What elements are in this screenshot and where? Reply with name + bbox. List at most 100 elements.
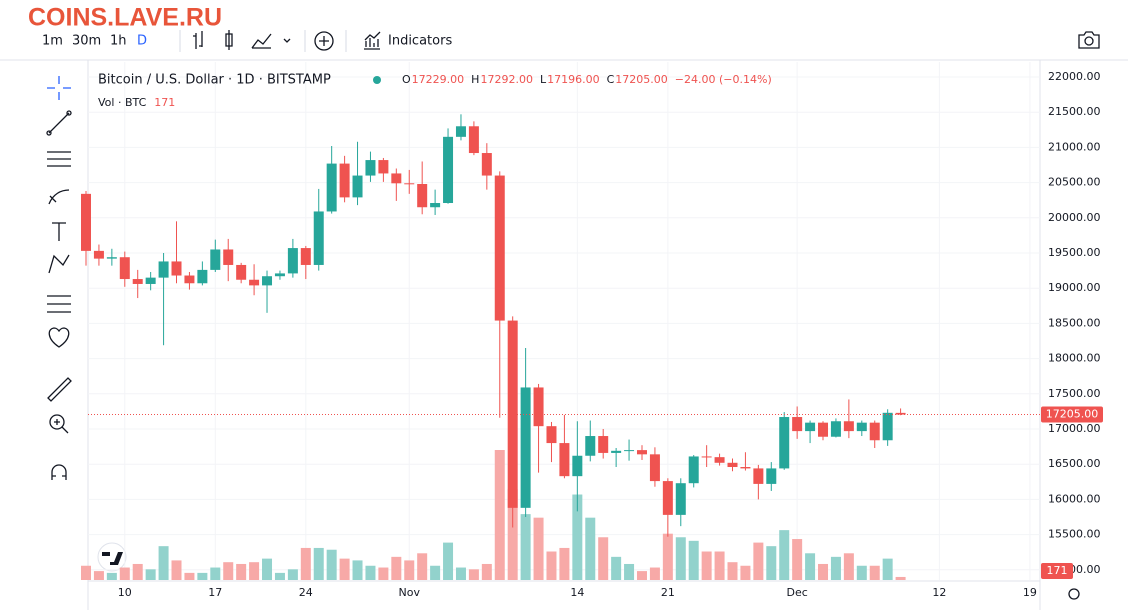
candle-body [93, 250, 104, 259]
candle-body [287, 248, 298, 274]
x-tick-label: 21 [661, 586, 675, 599]
interval[interactable]: 30m [72, 34, 101, 49]
candle-body [753, 468, 764, 484]
legend-value: 17292.00 [480, 73, 533, 86]
y-tick-label: 17000.00 [1048, 422, 1101, 435]
volume-bar [313, 547, 324, 580]
candle-body [468, 126, 479, 154]
x-tick-label: 12 [932, 586, 946, 599]
candle-body [869, 422, 880, 441]
candle-body [404, 183, 415, 185]
legend-key: H [471, 73, 479, 86]
candle-body [378, 160, 389, 174]
volume-bar [507, 489, 518, 580]
x-tick-label: Nov [399, 586, 421, 599]
x-tick-label: 17 [208, 586, 222, 599]
candle-body [430, 203, 441, 208]
candle-body [779, 417, 790, 469]
x-tick-label: 19 [1023, 586, 1037, 599]
volume-bar [520, 514, 531, 580]
candle-body [727, 462, 738, 468]
legend-value: 17229.00 [412, 73, 465, 86]
interval[interactable]: 1m [42, 34, 63, 49]
toolbar-icons[interactable] [179, 30, 1100, 52]
volume-bar [895, 576, 906, 580]
volume-bar [546, 551, 557, 580]
volume-bar [443, 542, 454, 580]
watermark: COINS.LAVE.RU [28, 4, 222, 32]
price-label: 17205.00 [1046, 408, 1099, 421]
candle-body [895, 412, 906, 415]
volume-title: Vol · BTC [98, 96, 147, 109]
indicators-button[interactable]: Indicators [388, 34, 452, 49]
x-tick-label: 24 [299, 586, 313, 599]
volume-bar [818, 563, 829, 580]
volume-bar [455, 567, 466, 580]
volume-bar [326, 549, 337, 580]
candle-body [313, 211, 324, 265]
legend-key: L [540, 73, 547, 86]
volume-bar [223, 562, 234, 580]
y-tick-label: 22000.00 [1048, 70, 1101, 83]
candle-body [158, 261, 169, 278]
legend-value: 17196.00 [547, 73, 600, 86]
volume-bar [701, 551, 712, 580]
volume-bar [843, 553, 854, 580]
volume-bar [132, 563, 143, 580]
volume-bar [792, 539, 803, 580]
candle-body [184, 275, 195, 284]
candle-body [326, 163, 337, 212]
settings-icon[interactable] [1068, 588, 1080, 600]
x-tick-label: 10 [118, 586, 132, 599]
interval-active[interactable]: D [137, 34, 147, 49]
volume-bar [171, 560, 182, 580]
volume-bar [611, 556, 622, 580]
candle-body [805, 422, 816, 432]
candle-body [649, 454, 660, 482]
x-tick-label: Dec [787, 586, 808, 599]
drawing-tools[interactable] [46, 76, 72, 480]
candle-body [339, 163, 350, 198]
candle-body [417, 184, 428, 208]
candle-body [701, 456, 712, 458]
candle-body [300, 248, 311, 265]
y-tick-label: 16500.00 [1048, 457, 1101, 470]
legend-value: 17205.00 [615, 73, 668, 86]
volume-bar [830, 556, 841, 580]
volume-bar [158, 546, 169, 580]
candle-body [843, 421, 854, 432]
volume-bar [585, 517, 596, 580]
volume-bar [274, 572, 285, 580]
volume-bar [559, 547, 570, 580]
y-tick-label: 20000.00 [1048, 211, 1101, 224]
interval[interactable]: 1h [110, 34, 127, 49]
volume-bar [714, 551, 725, 580]
candle-body [119, 257, 130, 280]
candle-body [585, 436, 596, 456]
volume-bar [624, 563, 635, 580]
candle-body [262, 276, 273, 286]
y-tick-label: 17500.00 [1048, 387, 1101, 400]
candle-body [481, 153, 492, 176]
volume-bar [119, 567, 130, 580]
volume-bar [468, 569, 479, 580]
volume-bar [727, 562, 738, 580]
volume-bar [93, 571, 104, 580]
candle-body [171, 261, 182, 276]
volume-bar [430, 565, 441, 580]
volume-bar [533, 517, 544, 580]
candle-body [132, 279, 143, 284]
y-tick-label: 18000.00 [1048, 352, 1101, 365]
volume-value: 171 [154, 96, 175, 109]
candle-body [662, 481, 673, 515]
candle-body [274, 273, 285, 277]
candle-body [714, 457, 725, 463]
candle-body [249, 279, 260, 286]
volume-bar [766, 546, 777, 580]
candle-body [365, 160, 376, 176]
volume-bar [649, 567, 660, 580]
legend-key: C [607, 73, 615, 86]
candle-body [572, 455, 583, 477]
